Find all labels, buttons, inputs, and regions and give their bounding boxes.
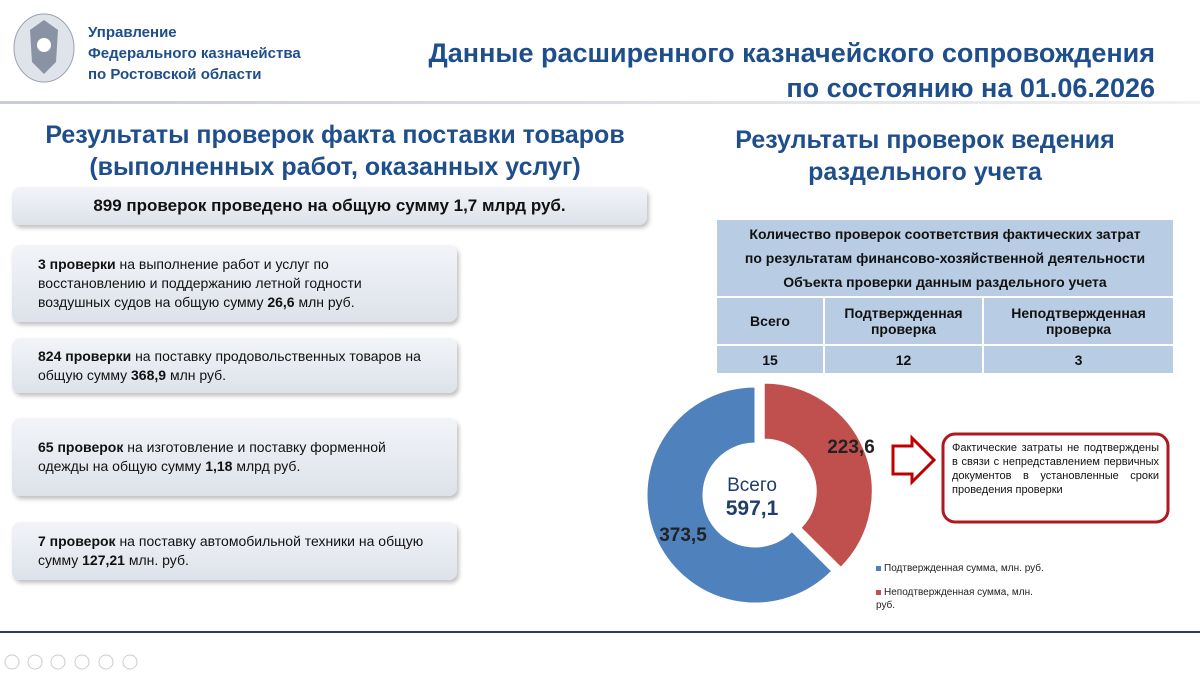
value-label: 373,5 [659,525,707,546]
text-part: 7 проверок [38,533,116,549]
legend-label: Подтвержденная сумма, млн. руб. [884,563,1044,574]
text-part: 1,18 [205,458,233,474]
header-line [0,101,1200,104]
title-line: Данные расширенного казначейского сопров… [428,38,1155,68]
title-line: по состоянию на 01.06.2026 [786,73,1155,103]
center-label: Всего [727,475,777,496]
logo [13,13,75,83]
summary: 899 проверок проведено на общую сумму 1,… [12,187,647,225]
text-part: на изготовление и поставку форменной оде… [38,439,390,474]
text-part: 368,9 [131,366,167,383]
right-title: Результаты проверок ведения раздельного … [690,124,1160,188]
text-part: на выполнение работ и услуг по восстанов… [38,256,366,310]
title-line: (выполненных работ, оказанных услуг) [89,153,581,181]
table: Количество проверок соответствия фактиче… [715,218,1175,375]
text-part: 26,6 [267,294,295,310]
legend-entry: Неподтвержденная сумма, млн. руб. [876,586,1051,612]
org-name: Управление Федерального казначейства по … [88,22,301,85]
legend-entry: Подтвержденная сумма, млн. руб. [876,562,1051,575]
item-text: 7 проверок на поставку автомобильной тех… [38,532,431,570]
item-text: 3 проверки на выполнение работ и услуг п… [38,255,431,312]
cell: 15 [717,346,823,373]
toolbar [4,654,138,670]
item-box: 65 проверок на изготовление и поставку ф… [12,418,457,496]
donut-segment [646,386,833,604]
text-part: 3 проверки [38,256,116,272]
item-box: 7 проверок на поставку автомобильной тех… [12,522,457,580]
callout-box [941,432,1170,524]
title-line: Результаты проверок факта поставки товар… [45,121,625,149]
cell: 3 [984,346,1173,373]
org-line: по Ростовской области [88,66,262,83]
item-box: 824 проверки на поставку продовольственн… [12,338,457,393]
caption-line: Количество проверок соответствия фактиче… [749,226,1141,242]
item-text: 824 проверки на поставку продовольственн… [38,347,431,385]
text-part: млн руб. [166,366,227,383]
item-text: 65 проверок на изготовление и поставку ф… [38,438,431,476]
header-cell: Всего [717,298,823,344]
text-part: млн руб. [294,294,355,310]
org-line: Федерального казначейства [88,45,301,62]
caption-line: по результатам финансово-хозяйственной д… [744,250,1146,266]
text-part: на поставку автомобильной техники на общ… [38,533,428,568]
arrow [891,434,937,486]
text-part: млн. руб. [124,552,189,568]
text-part: 127,21 [82,552,125,568]
donut-segment [763,382,873,568]
org-line: Управление [88,24,177,41]
total-label: 597,1 [726,497,779,520]
legend-swatch [876,589,881,595]
page-title: Данные расширенного казначейского сопров… [429,36,1155,106]
header-cell: Подтвержденная проверка [825,298,982,344]
value-label: 223,6 [827,437,875,458]
table-caption: Количество проверок соответствия фактиче… [717,220,1173,296]
text-part: на поставку продовольственных товаров на… [38,347,425,383]
text-part: млрд руб. [232,458,301,474]
legend-label: Неподтвержденная сумма, млн. руб. [876,587,1033,611]
header-cell: Неподтвержденная проверка [984,298,1173,344]
cell: 12 [825,346,982,373]
caption-line: Объекта проверки данным раздельного учет… [783,274,1107,290]
legend-swatch [876,565,881,571]
title-line: Результаты проверок ведения [735,126,1115,154]
callout-text: Фактические затраты не подтверждены в св… [952,442,1159,496]
text-part: 824 проверки [38,347,132,364]
text-part: 65 проверок [38,439,124,455]
left-title: Результаты проверок факта поставки товар… [10,119,660,183]
item-box: 3 проверки на выполнение работ и услуг п… [12,245,457,322]
footer-line [0,631,1200,633]
title-line: раздельного учета [808,158,1042,186]
